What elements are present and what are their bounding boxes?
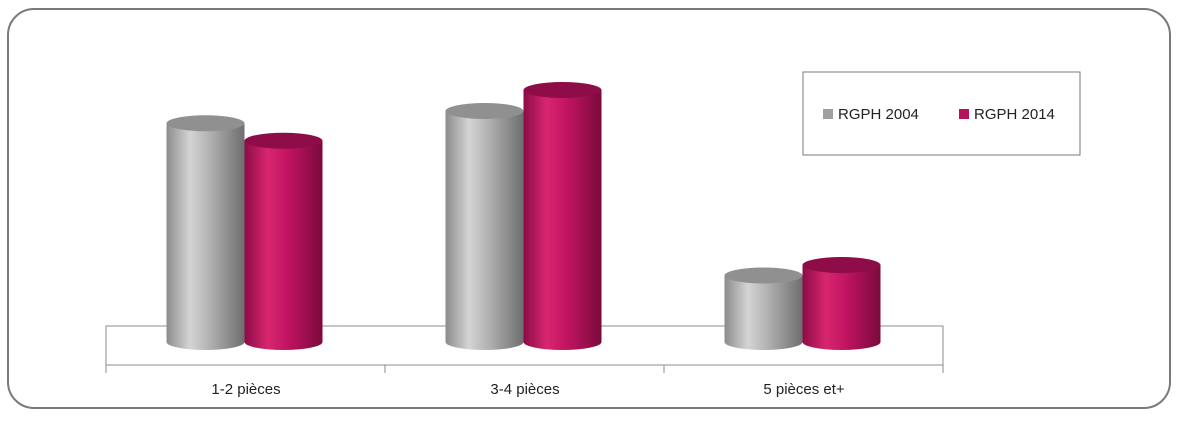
legend-label-rgph-2014: RGPH 2014 xyxy=(974,106,1055,123)
legend: RGPH 2004 RGPH 2014 xyxy=(802,71,1081,156)
bar-top-cap xyxy=(445,103,524,119)
x-tick-label: 5 pièces et+ xyxy=(763,381,845,398)
bar-body xyxy=(166,123,245,350)
bar-rgph-2014-3-4-pi-ces xyxy=(523,82,602,350)
bar-rgph-2004-5-pi-ces-et xyxy=(724,267,803,350)
bar-rgph-2014-5-pi-ces-et xyxy=(802,257,881,350)
x-tick-label: 1-2 pièces xyxy=(211,381,280,398)
bar-rgph-2004-3-4-pi-ces xyxy=(445,103,524,350)
bar-rgph-2014-1-2-pi-ces xyxy=(244,132,323,350)
bar-top-cap xyxy=(523,82,602,98)
bar-body xyxy=(445,111,524,350)
legend-box xyxy=(802,71,1081,156)
bar-body xyxy=(802,265,881,350)
bar-top-cap xyxy=(724,267,803,284)
bar-body xyxy=(244,140,323,350)
legend-swatch-rgph-2004 xyxy=(823,109,833,119)
bar-top-cap xyxy=(166,115,245,132)
bar-body xyxy=(724,275,803,350)
bar-rgph-2004-1-2-pi-ces xyxy=(166,115,245,350)
legend-swatch-rgph-2014 xyxy=(959,109,969,119)
bar-body xyxy=(523,90,602,350)
x-tick-label: 3-4 pièces xyxy=(490,381,559,398)
bar-top-cap xyxy=(244,132,323,149)
bar-top-cap xyxy=(802,257,881,273)
legend-label-rgph-2004: RGPH 2004 xyxy=(838,106,919,123)
bars-group xyxy=(166,82,881,350)
